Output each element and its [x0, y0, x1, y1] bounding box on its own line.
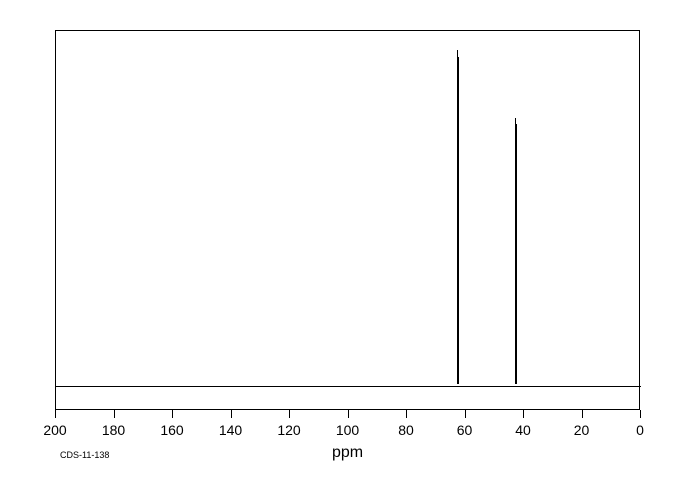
footnote-label: CDS-11-138 [60, 450, 109, 460]
baseline [56, 386, 641, 387]
x-tick-label: 200 [43, 422, 66, 438]
x-tick [406, 410, 407, 418]
x-tick [582, 410, 583, 418]
plot-area [55, 30, 640, 410]
spectrum-chart: 200180160140120100806040200 ppm CDS-11-1… [0, 0, 680, 500]
x-tick [172, 410, 173, 418]
x-tick [55, 410, 56, 418]
peak [458, 57, 459, 385]
x-tick [231, 410, 232, 418]
x-tick-label: 0 [636, 422, 644, 438]
x-tick [289, 410, 290, 418]
x-tick-label: 120 [277, 422, 300, 438]
x-tick-label: 100 [336, 422, 359, 438]
x-tick-label: 40 [515, 422, 531, 438]
peak [516, 124, 517, 385]
x-tick-label: 160 [160, 422, 183, 438]
x-tick [114, 410, 115, 418]
x-tick-label: 20 [574, 422, 590, 438]
x-tick [465, 410, 466, 418]
x-tick-label: 140 [219, 422, 242, 438]
x-tick [640, 410, 641, 418]
x-tick-label: 80 [398, 422, 414, 438]
x-tick [348, 410, 349, 418]
x-axis-label: ppm [332, 444, 363, 462]
x-tick-label: 180 [102, 422, 125, 438]
x-tick-label: 60 [457, 422, 473, 438]
x-tick [523, 410, 524, 418]
